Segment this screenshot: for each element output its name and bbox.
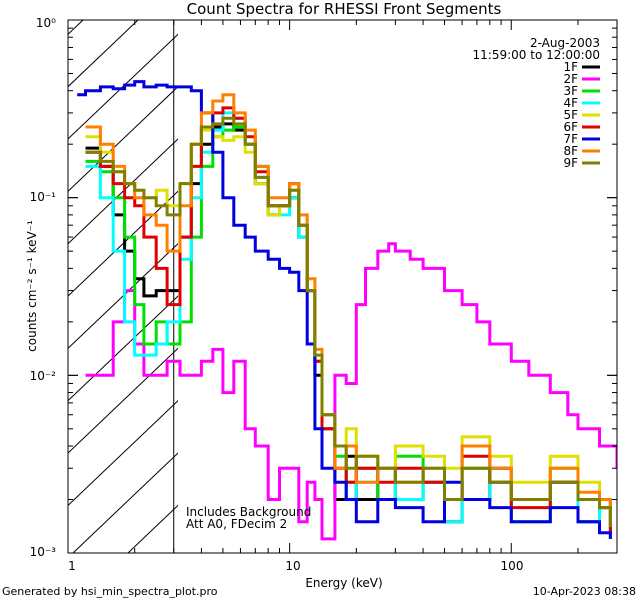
hatch-line	[68, 85, 178, 193]
series-line-3F	[85, 125, 612, 524]
hatch-line	[68, 20, 139, 88]
y-tick-label: 10⁰	[36, 16, 56, 30]
series-line-1F	[85, 122, 612, 539]
hatch-line	[68, 400, 178, 507]
legend-label-2F: 2F	[563, 72, 578, 86]
hatch-line	[68, 190, 178, 297]
footer-generated-by: Generated by hsi_min_spectra_plot.pro	[2, 585, 218, 598]
plot-frame	[67, 19, 618, 554]
legend-date: 2-Aug-2003	[530, 36, 600, 50]
y-tick-label: 10⁻³	[30, 545, 57, 559]
x-axis-label: Energy (keV)	[305, 576, 382, 590]
x-tick-label: 100	[501, 559, 524, 573]
series-line-7F	[77, 80, 612, 539]
legend-label-3F: 3F	[563, 84, 578, 98]
series-group	[77, 80, 617, 541]
annotation-attenuator: Att A0, FDecim 2	[186, 517, 287, 531]
hatch-line	[68, 33, 178, 140]
y-axis-label: counts cm⁻² s⁻¹ keV⁻¹	[25, 220, 39, 352]
hatch-line	[72, 452, 178, 553]
legend-label-9F: 9F	[563, 156, 578, 170]
legend-time-range: 11:59:00 to 12:00:00	[473, 48, 600, 62]
footer-timestamp: 10-Apr-2023 08:38	[533, 585, 636, 598]
legend-label-1F: 1F	[563, 60, 578, 74]
legend-label-8F: 8F	[563, 144, 578, 158]
series-line-9F	[85, 116, 612, 527]
series-line-5F	[85, 128, 612, 522]
chart-title: Count Spectra for RHESSI Front Segments	[187, 0, 502, 18]
annotation-background: Includes Background	[186, 505, 311, 519]
hatch-line	[68, 242, 178, 350]
series-line-2F	[85, 242, 617, 541]
hatch-line	[68, 20, 84, 35]
y-tick-label: 10⁻²	[30, 369, 57, 383]
x-tick-label: 10	[285, 559, 300, 573]
x-tick-label: 1	[68, 559, 76, 573]
y-tick-label: 10⁻¹	[30, 190, 57, 204]
legend-label-7F: 7F	[563, 132, 578, 146]
hatch-line	[0, 20, 28, 553]
axis-ticks	[67, 19, 618, 554]
legend-label-6F: 6F	[563, 120, 578, 134]
series-line-4F	[85, 111, 612, 539]
hatch-line	[68, 138, 178, 245]
series-line-8F	[85, 93, 612, 522]
legend-label-5F: 5F	[563, 108, 578, 122]
excluded-region-hatch	[0, 20, 178, 553]
legend-label-4F: 4F	[563, 96, 578, 110]
